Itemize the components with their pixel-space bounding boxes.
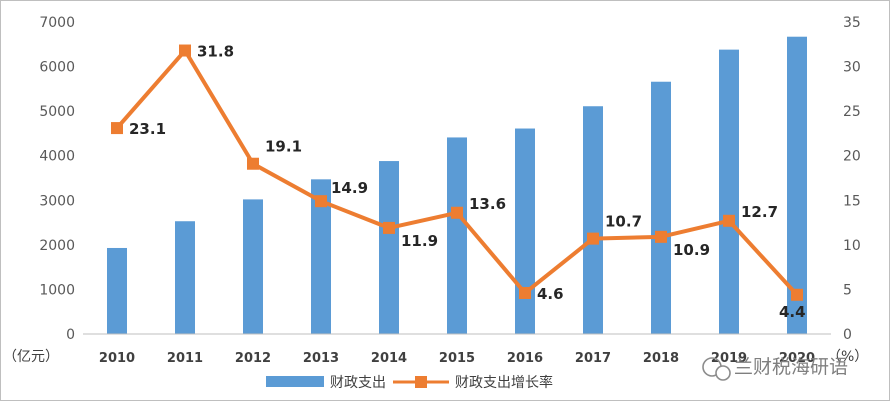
bar [447, 137, 467, 334]
data-labels: 23.1 31.8 19.1 14.9 11.9 13.6 4.6 10.7 10.9 12.7 4… [129, 43, 806, 321]
data-label: 4.4 [779, 303, 806, 321]
data-label: 14.9 [331, 179, 368, 197]
line-marker [451, 206, 463, 219]
line-marker [315, 195, 327, 208]
left-tick-label: 5000 [39, 104, 75, 120]
left-tick-label: 6000 [39, 60, 75, 76]
x-tick-label: 2010 [99, 351, 135, 366]
data-label: 13.6 [469, 195, 506, 213]
left-tick-label: 4000 [39, 149, 75, 165]
left-tick-label: 2000 [39, 238, 75, 254]
right-tick-label: 5 [843, 282, 852, 298]
line-marker [247, 157, 259, 170]
right-tick-label: 15 [843, 193, 861, 209]
x-axis: 2010 2011 2012 2013 2014 2015 2016 2017 2018 2019… [83, 333, 831, 366]
data-label: 10.9 [673, 241, 710, 259]
right-tick-label: 20 [843, 149, 861, 165]
x-tick-label: 2020 [779, 351, 815, 366]
line-marker [519, 286, 531, 299]
data-label: 23.1 [129, 120, 166, 138]
bar [311, 179, 331, 334]
line-marker [655, 230, 667, 243]
bar [175, 221, 195, 334]
line-marker [179, 44, 191, 57]
x-tick-label: 2015 [439, 351, 475, 366]
right-tick-label: 10 [843, 238, 861, 254]
legend: 财政支出 财政支出增长率 [266, 374, 553, 391]
right-tick-label: 25 [843, 104, 861, 120]
line-series [111, 44, 803, 301]
right-axis-unit: （%） [827, 349, 868, 365]
data-label: 10.7 [605, 213, 642, 231]
bar [379, 161, 399, 334]
left-y-axis: 0 1000 2000 3000 4000 5000 6000 7000 [39, 15, 75, 343]
right-y-axis: 0 5 10 15 20 25 30 35 [843, 15, 861, 343]
bar-series [107, 36, 807, 335]
line-marker [111, 122, 123, 135]
data-label: 12.7 [741, 203, 778, 221]
line-marker [383, 221, 395, 234]
x-tick-label: 2011 [167, 351, 203, 366]
right-tick-label: 35 [843, 15, 861, 31]
data-label: 11.9 [401, 232, 438, 250]
watermark: 兰财税海研语 [702, 356, 848, 381]
left-tick-label: 1000 [39, 282, 75, 298]
line-marker [587, 232, 599, 245]
bar [651, 81, 671, 335]
left-tick-label: 3000 [39, 193, 75, 209]
bar [243, 199, 263, 334]
left-axis-unit: （亿元） [3, 349, 59, 365]
x-tick-label: 2013 [303, 351, 339, 366]
line-marker [791, 288, 803, 301]
left-tick-label: 7000 [39, 15, 75, 31]
legend-bar-swatch [266, 376, 324, 387]
wechat-icon-secondary [715, 365, 731, 381]
x-tick-label: 2016 [507, 351, 543, 366]
data-label: 4.6 [537, 285, 564, 303]
data-label: 19.1 [265, 138, 302, 156]
right-tick-label: 0 [843, 327, 852, 343]
bar [719, 49, 739, 335]
right-tick-label: 30 [843, 60, 861, 76]
legend-bar-label: 财政支出 [330, 375, 386, 391]
x-tick-label: 2017 [575, 351, 611, 366]
x-tick-label: 2018 [643, 351, 679, 366]
data-label: 31.8 [197, 43, 234, 61]
left-tick-label: 0 [66, 327, 75, 343]
line-marker [723, 214, 735, 227]
x-tick-label: 2014 [371, 351, 407, 366]
watermark-text: 兰财税海研语 [734, 356, 848, 378]
bar [583, 106, 603, 335]
bar [515, 128, 535, 334]
x-tick-label: 2012 [235, 351, 271, 366]
bar [107, 247, 127, 334]
legend-line-marker [415, 376, 427, 388]
legend-line-label: 财政支出增长率 [455, 374, 553, 391]
bar [787, 36, 807, 335]
